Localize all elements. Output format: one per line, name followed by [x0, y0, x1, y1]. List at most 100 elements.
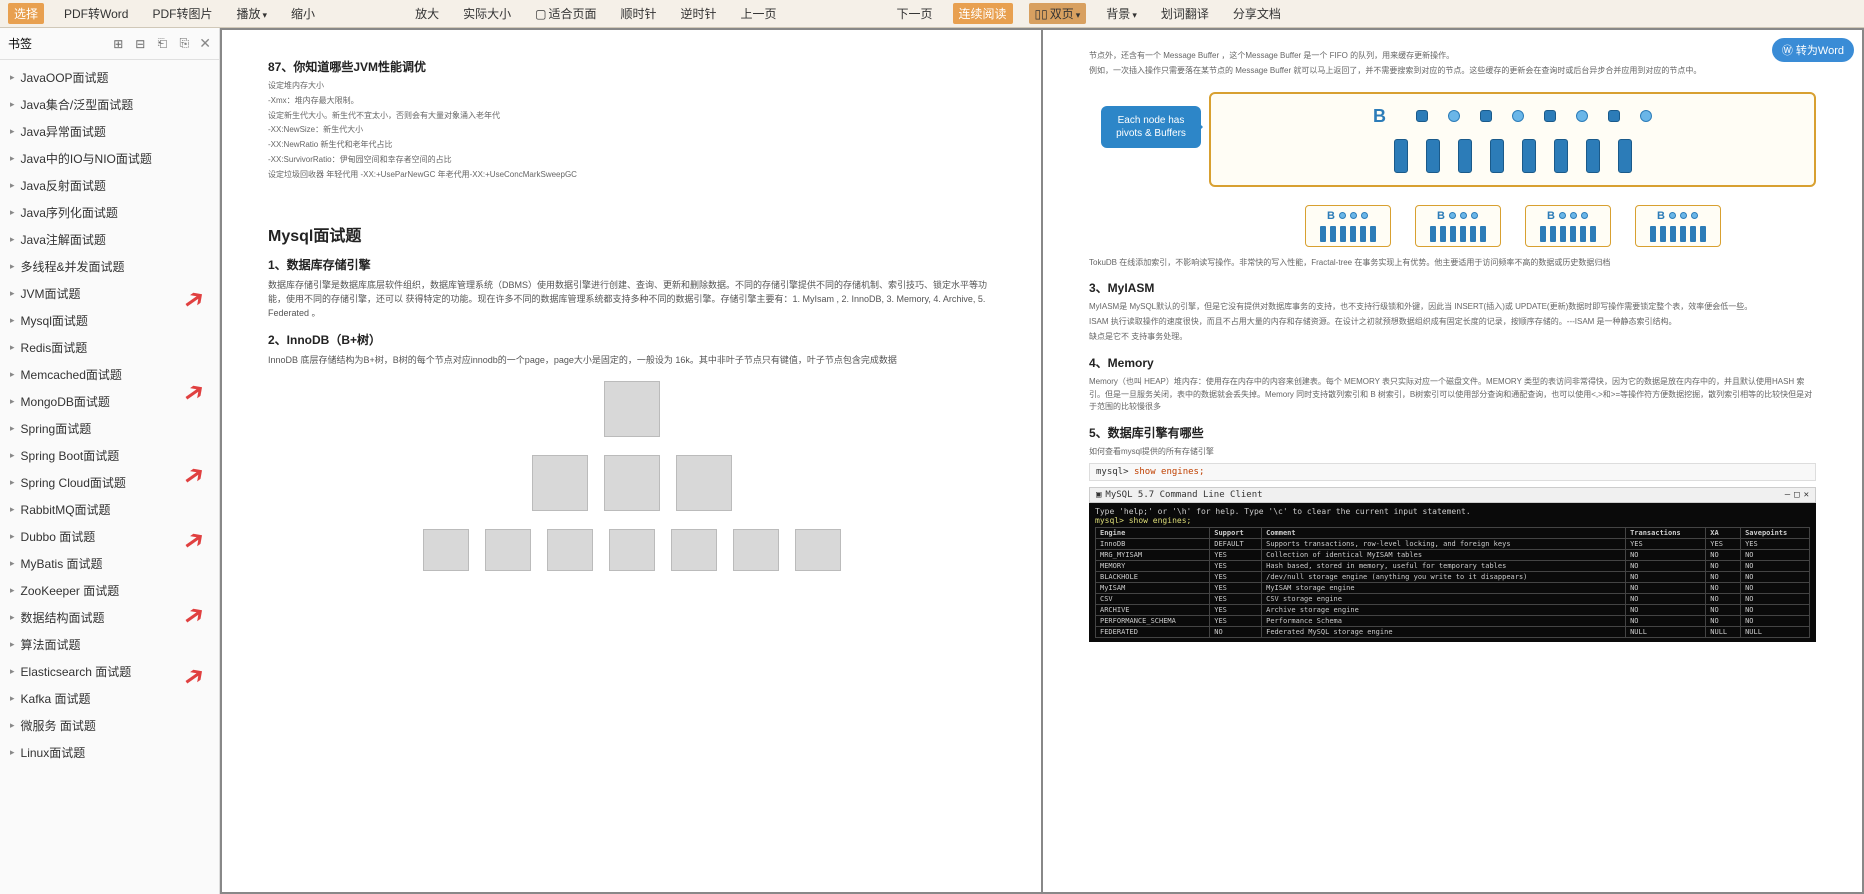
fit-page-button[interactable]: ▢适合页面	[531, 3, 600, 24]
table-row: FEDERATEDNOFederated MySQL storage engin…	[1096, 626, 1810, 637]
tokudb-subnode: B	[1415, 205, 1501, 247]
bookmark-item[interactable]: ZooKeeper 面试题	[0, 577, 219, 604]
jvm-config-line: -XX:SurvivorRatio：伊甸园空间和幸存者空间的占比	[268, 154, 995, 167]
pdf-to-word-button[interactable]: PDF转Word	[60, 3, 132, 24]
pdf-to-image-button[interactable]: PDF转图片	[148, 3, 216, 24]
bookmark-remove-icon[interactable]: ⎘	[175, 35, 193, 53]
terminal-titlebar: ▣ MySQL 5.7 Command Line Client — □ ✕	[1089, 487, 1816, 503]
bookmark-item[interactable]: Dubbo 面试题	[0, 523, 219, 550]
section-4-heading: 4、Memory	[1089, 354, 1816, 371]
bookmark-item[interactable]: Redis面试题	[0, 334, 219, 361]
terminal-command: mysql> show engines;	[1095, 516, 1810, 525]
section-2-heading: 2、InnoDB（B+树）	[268, 331, 995, 348]
bookmark-add-icon[interactable]: ⎗	[153, 35, 171, 53]
bookmark-item[interactable]: Java异常面试题	[0, 118, 219, 145]
bookmark-item[interactable]: Spring Cloud面试题	[0, 469, 219, 496]
bookmark-item[interactable]: Memcached面试题	[0, 361, 219, 388]
select-tool[interactable]: 选择	[8, 3, 44, 24]
tokudb-subnode: B	[1525, 205, 1611, 247]
tokudb-label: Each node has pivots & Buffers	[1101, 106, 1201, 148]
bookmark-item[interactable]: MyBatis 面试题	[0, 550, 219, 577]
bookmark-item[interactable]: MongoDB面试题	[0, 388, 219, 415]
bookmark-item[interactable]: 多线程&并发面试题	[0, 253, 219, 280]
zoom-out-button[interactable]: 缩小	[287, 3, 319, 24]
table-header: Support	[1210, 527, 1262, 538]
bookmark-item[interactable]: Java中的IO与NIO面试题	[0, 145, 219, 172]
sidebar-title: 书签	[8, 35, 105, 52]
table-row: InnoDBDEFAULTSupports transactions, row-…	[1096, 538, 1810, 549]
bookmark-item[interactable]: JavaOOP面试题	[0, 64, 219, 91]
translate-button[interactable]: 划词翻译	[1157, 3, 1213, 24]
bookmark-item[interactable]: Kafka 面试题	[0, 685, 219, 712]
collapse-all-icon[interactable]: ⊟	[131, 35, 149, 53]
jvm-config-line: -XX:NewSize：新生代大小	[268, 124, 995, 137]
table-row: ARCHIVEYESArchive storage engineNONONO	[1096, 604, 1810, 615]
bookmark-item[interactable]: 微服务 面试题	[0, 712, 219, 739]
table-header: Engine	[1096, 527, 1210, 538]
section-1-text: 数据库存储引擎是数据库底层软件组织，数据库管理系统（DBMS）使用数据引擎进行创…	[268, 278, 995, 321]
jvm-config-line: 设定垃圾回收器 年轻代用 -XX:+UseParNewGC 年老代用-XX:+U…	[268, 169, 995, 182]
bookmark-item[interactable]: Spring面试题	[0, 415, 219, 442]
bookmark-item[interactable]: 数据结构面试题	[0, 604, 219, 631]
bookmark-item[interactable]: Mysql面试题	[0, 307, 219, 334]
bookmark-item[interactable]: Java集合/泛型面试题	[0, 91, 219, 118]
section-3-text-c: 缺点是它不 支持事务处理。	[1089, 331, 1816, 344]
continuous-read-button[interactable]: 连续阅读	[953, 3, 1013, 24]
close-icon[interactable]: ✕	[1804, 490, 1809, 500]
share-button[interactable]: 分享文档	[1229, 3, 1285, 24]
play-menu[interactable]: 播放	[233, 3, 272, 24]
table-header: XA	[1706, 527, 1741, 538]
tokudb-subnode: B	[1635, 205, 1721, 247]
double-page-icon: ▯▯	[1035, 7, 1048, 21]
section-3-text-a: MyIASM是 MySQL默认的引擎，但是它没有提供对数据库事务的支持，也不支持…	[1089, 301, 1816, 314]
table-row: CSVYESCSV storage engineNONONO	[1096, 593, 1810, 604]
next-page-button[interactable]: 下一页	[893, 3, 937, 24]
prev-page-button[interactable]: 上一页	[736, 3, 780, 24]
engines-table: EngineSupportCommentTransactionsXASavepo…	[1095, 527, 1810, 638]
bookmark-item[interactable]: Java反射面试题	[0, 172, 219, 199]
jvm-config-line: -XX:NewRatio 新生代和老年代占比	[268, 139, 995, 152]
terminal-icon: ▣	[1096, 490, 1101, 500]
fit-icon: ▢	[535, 7, 546, 21]
terminal-window: ▣ MySQL 5.7 Command Line Client — □ ✕ Ty…	[1089, 487, 1816, 642]
mysql-heading: Mysql面试题	[268, 222, 995, 246]
bookmark-item[interactable]: Elasticsearch 面试题	[0, 658, 219, 685]
bookmark-item[interactable]: Spring Boot面试题	[0, 442, 219, 469]
background-menu[interactable]: 背景	[1102, 3, 1141, 24]
double-page-button[interactable]: ▯▯双页	[1029, 3, 1087, 24]
rotate-ccw-button[interactable]: 逆时针	[676, 3, 720, 24]
page-left: 87、你知道哪些JVM性能调优 设定堆内存大小-Xmx：堆内存最大限制。设定新生…	[222, 30, 1041, 892]
section-5-text: 如何查看mysql提供的所有存储引擎	[1089, 446, 1816, 459]
tokudb-subnode: B	[1305, 205, 1391, 247]
bookmark-item[interactable]: JVM面试题	[0, 280, 219, 307]
bookmark-item[interactable]: Linux面试题	[0, 739, 219, 766]
tokudb-root-label: B	[1373, 106, 1386, 127]
bookmarks-list: JavaOOP面试题Java集合/泛型面试题Java异常面试题Java中的IO与…	[0, 60, 219, 894]
terminal-help-text: Type 'help;' or '\h' for help. Type '\c'…	[1095, 507, 1810, 516]
tokudb-diagram: Each node has pivots & Buffers B	[1209, 92, 1816, 187]
expand-all-icon[interactable]: ⊞	[109, 35, 127, 53]
table-row: BLACKHOLEYES/dev/null storage engine (an…	[1096, 571, 1810, 582]
zoom-in-button[interactable]: 放大	[411, 3, 443, 24]
close-sidebar-icon[interactable]: ✕	[199, 35, 211, 52]
btree-diagram	[268, 381, 995, 571]
page-right: 节点外，还含有一个 Message Buffer ，这个Message Buff…	[1043, 30, 1862, 892]
convert-to-word-button[interactable]: Ⓦ 转为Word	[1772, 38, 1854, 62]
main-toolbar: 选择 PDF转Word PDF转图片 播放 缩小 放大 实际大小 ▢适合页面 顺…	[0, 0, 1864, 28]
tokudb-text: TokuDB 在线添加索引，不影响读写操作。非常快的写入性能，Fractal-t…	[1089, 257, 1816, 270]
bookmark-item[interactable]: RabbitMQ面试题	[0, 496, 219, 523]
section-1-heading: 1、数据库存储引擎	[268, 256, 995, 273]
jvm-config-line: -Xmx：堆内存最大限制。	[268, 95, 995, 108]
actual-size-button[interactable]: 实际大小	[459, 3, 515, 24]
maximize-icon[interactable]: □	[1794, 490, 1799, 500]
bookmark-item[interactable]: Java序列化面试题	[0, 199, 219, 226]
code-line: mysql> show engines;	[1089, 463, 1816, 481]
word-icon: Ⓦ	[1782, 42, 1793, 58]
rotate-cw-button[interactable]: 顺时针	[616, 3, 660, 24]
section-4-text: Memory（也叫 HEAP）堆内存：使用存在内存中的内容来创建表。每个 MEM…	[1089, 376, 1816, 414]
minimize-icon[interactable]: —	[1785, 490, 1790, 500]
intro-line-2: 例如，一次插入操作只需要落在某节点的 Message Buffer 就可以马上返…	[1089, 65, 1816, 78]
bookmark-item[interactable]: 算法面试题	[0, 631, 219, 658]
bookmark-item[interactable]: Java注解面试题	[0, 226, 219, 253]
table-header: Transactions	[1626, 527, 1706, 538]
